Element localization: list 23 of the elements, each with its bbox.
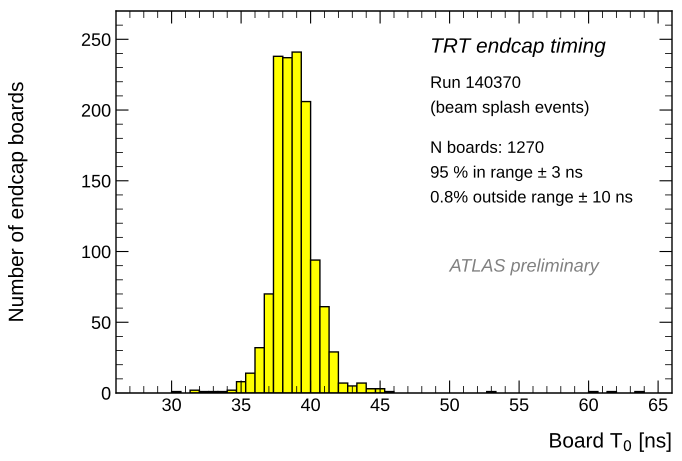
x-tick-label: 60 xyxy=(579,398,598,412)
annotation: N boards: 1270 xyxy=(432,140,544,153)
y-axis-title: Number of endcap boards xyxy=(8,82,28,321)
text: TRT endcap timing xyxy=(432,38,606,57)
annotation: ATLAS preliminary xyxy=(448,258,600,276)
x-tick-label: 35 xyxy=(232,398,250,412)
y-tick-label: 200 xyxy=(82,104,110,117)
y-tick-label: 100 xyxy=(82,245,110,258)
annotation: (beam splash events) xyxy=(431,100,588,116)
y-tick-label: 250 xyxy=(82,33,110,46)
y-tick-label: 0 xyxy=(102,386,110,400)
x-tick-label: 45 xyxy=(370,398,390,412)
x-tick-label: 55 xyxy=(510,398,528,412)
x-axis-title: Board T$_{0}$ [ns] xyxy=(550,432,670,452)
x-tick-label: 30 xyxy=(162,398,181,412)
y-tick-label: 150 xyxy=(82,174,110,188)
y-tick-label: 50 xyxy=(92,316,110,329)
x-tick-label: 65 xyxy=(648,398,668,412)
annotation: 95 % in range ± 3 ns xyxy=(430,166,582,182)
annotation: Run 140370 xyxy=(432,76,520,88)
x-tick-label: 50 xyxy=(440,398,459,412)
x-tick-label: 40 xyxy=(300,398,320,412)
annotation: 0.8% outside range ± 10 ns xyxy=(430,190,632,206)
